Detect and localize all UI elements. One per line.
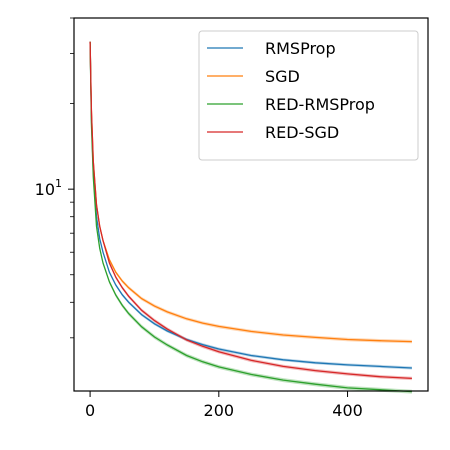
x-tick-label: 400 (332, 401, 363, 420)
x-axis-ticks: 0 200 400 (85, 391, 363, 420)
y-tick-exponent: 1 (55, 177, 62, 190)
series-line-rmsprop (89, 41, 412, 369)
legend-label: RMSProp (265, 39, 336, 58)
y-tick-label: 101 (35, 177, 62, 199)
y-axis-ticks: 101 (35, 17, 74, 339)
y-tick-base: 10 (35, 180, 55, 199)
x-tick-label: 0 (85, 401, 95, 420)
x-tick-label: 200 (204, 401, 235, 420)
legend: RMSProp SGD RED-RMSProp RED-SGD (198, 30, 419, 161)
legend-label: RED-SGD (265, 123, 339, 142)
legend-label: SGD (265, 67, 300, 86)
legend-label: RED-RMSProp (265, 95, 375, 114)
series-line-red-rmsprop (89, 41, 412, 393)
series-line-red-sgd (89, 41, 412, 380)
axes-frame (73, 17, 429, 392)
legend-frame (198, 30, 419, 161)
series-lines (89, 41, 412, 393)
